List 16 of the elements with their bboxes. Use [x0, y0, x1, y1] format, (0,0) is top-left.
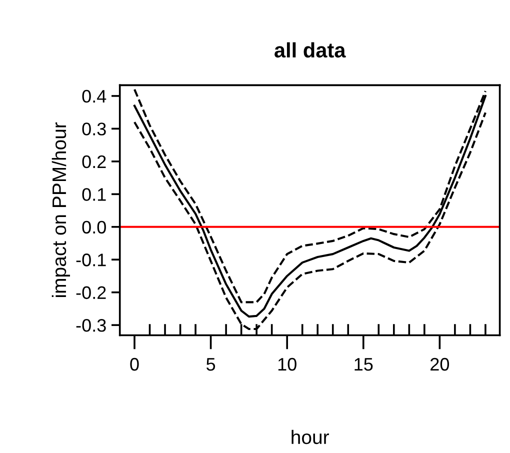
- y-tick-label: 0.3: [82, 122, 106, 136]
- x-tick-label: 5: [206, 358, 216, 371]
- y-tick-label: 0.4: [82, 90, 106, 103]
- x-tick-label: 15: [354, 358, 373, 371]
- x-axis-title: hour: [292, 430, 329, 444]
- y-tick-label: 0.0: [82, 220, 106, 234]
- chart-title: all data: [274, 42, 346, 58]
- y-tick-label: -0.3: [76, 319, 106, 332]
- y-axis-title: impact on PPM/hour: [52, 122, 70, 297]
- x-tick-label: 10: [278, 358, 296, 371]
- y-tick-label: 0.1: [82, 188, 106, 201]
- y-tick-label: -0.1: [76, 254, 106, 266]
- y-tick-label: -0.2: [76, 286, 106, 300]
- y-tick-label: 0.2: [82, 155, 106, 168]
- x-tick-label: 0: [130, 358, 139, 371]
- x-tick-label: 20: [430, 358, 450, 371]
